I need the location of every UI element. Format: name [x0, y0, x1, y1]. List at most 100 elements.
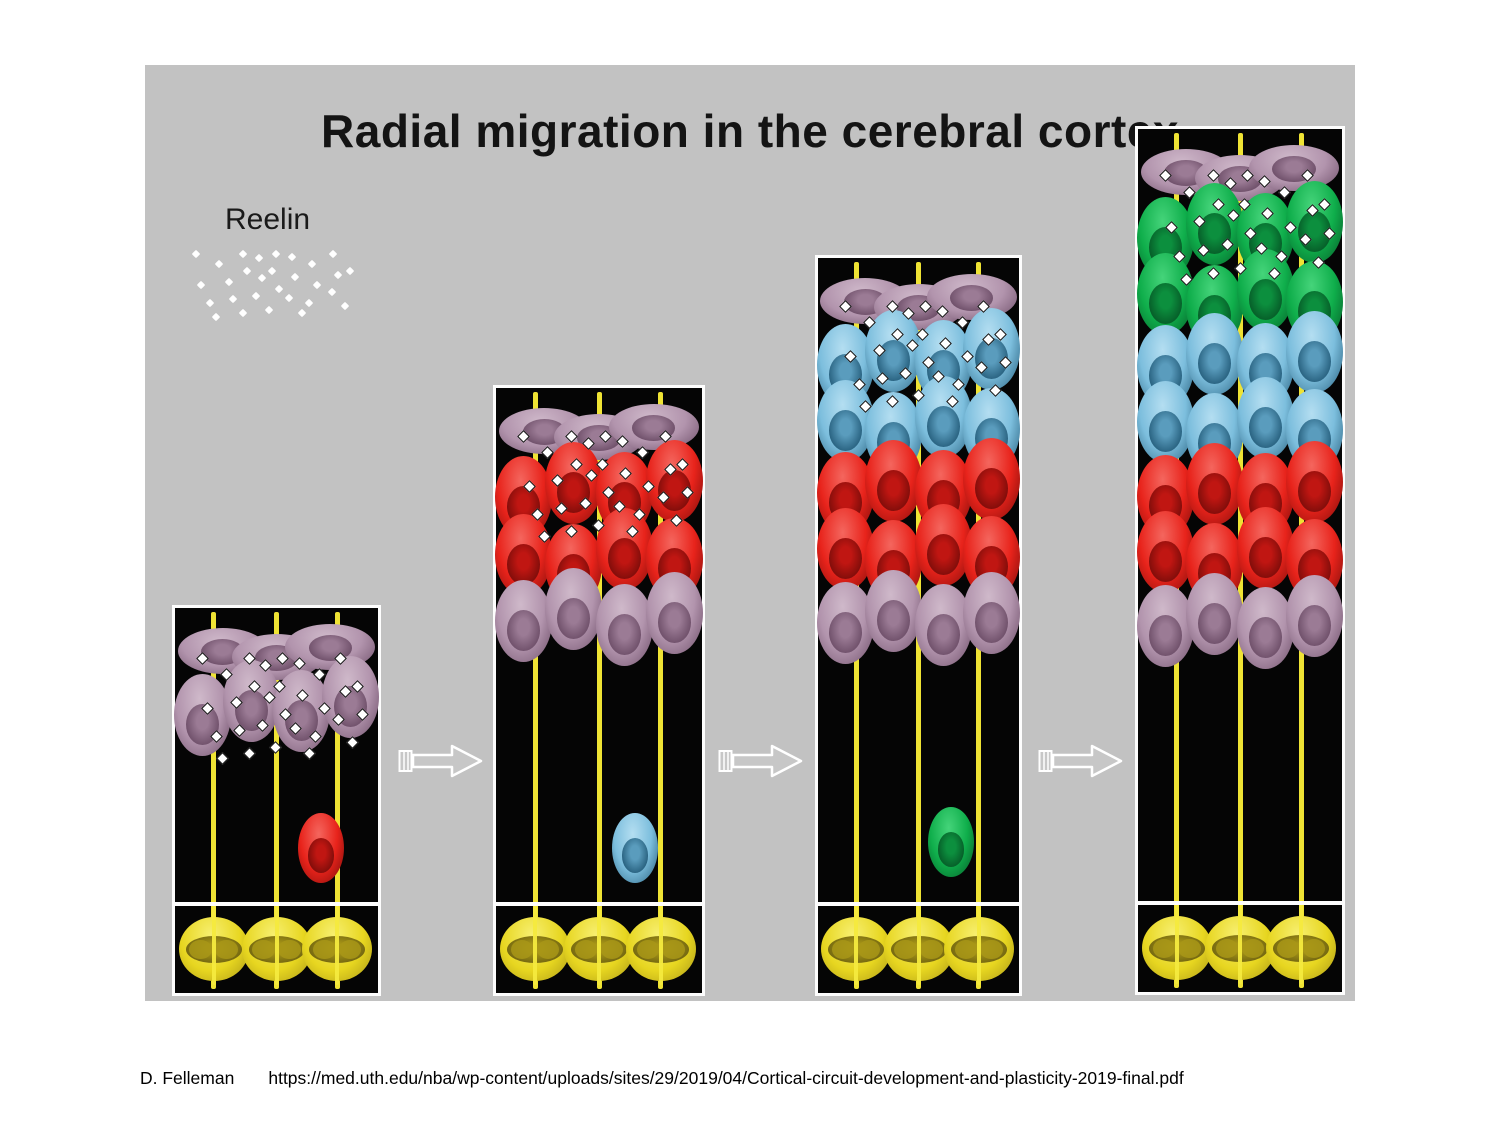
reelin-dot: [251, 291, 260, 300]
author-credit: D. Felleman: [140, 1068, 235, 1088]
reelin-dot: [345, 266, 354, 276]
nucleus-lobe: [832, 939, 855, 960]
reelin-dot: [258, 273, 267, 283]
radial-glial-fiber-segment: [1238, 905, 1242, 984]
reelin-dot: [271, 249, 280, 258]
arrow-right-icon: [1038, 741, 1124, 781]
cell-nucleus: [1149, 540, 1183, 582]
cell-nucleus: [621, 838, 649, 874]
reelin-dot: [307, 259, 317, 269]
green-neuron-cell: [1237, 249, 1294, 331]
purple-neuron-cell: [915, 584, 973, 666]
cell-nucleus: [937, 832, 965, 868]
reelin-dot: [238, 308, 247, 318]
purple-neuron-cell: [645, 572, 703, 654]
caption: D. Felleman https://med.uth.edu/nba/wp-c…: [140, 1068, 1184, 1089]
reelin-diamond: [216, 752, 230, 766]
nucleus-lobe: [189, 939, 212, 960]
nucleus-lobe: [1277, 938, 1300, 959]
reelin-dot: [228, 294, 237, 304]
green-neuron-cell: [1285, 181, 1343, 263]
slide-title: Radial migration in the cerebral cortex: [321, 104, 1179, 157]
reelin-dot: [205, 298, 214, 307]
migrating-blue-neuron: [612, 813, 658, 883]
nucleus-lobe: [920, 939, 943, 960]
cell-nucleus: [608, 613, 642, 655]
cell-nucleus: [975, 601, 1009, 643]
reelin-dot: [254, 254, 264, 263]
reelin-dot: [264, 305, 274, 314]
radial-glial-fiber: [532, 392, 538, 989]
ventricular-zone-divider: [818, 902, 1019, 906]
red-neuron-cell: [1285, 441, 1343, 523]
red-neuron-cell: [816, 508, 874, 590]
radial-glial-fiber: [211, 612, 217, 989]
reelin-dot: [215, 259, 224, 269]
reelin-dot: [284, 293, 293, 302]
source-url: https://med.uth.edu/nba/wp-content/uploa…: [268, 1068, 1184, 1088]
cell-nucleus: [1149, 282, 1183, 324]
reelin-dot: [243, 266, 252, 276]
migrating-green-neuron: [928, 807, 974, 877]
radial-glial-fiber: [658, 392, 664, 989]
radial-glial-fiber-segment: [658, 906, 663, 985]
green-neuron-cell: [1186, 183, 1243, 265]
nucleus-lobe: [511, 939, 534, 960]
cell-nucleus: [876, 599, 910, 641]
purple-neuron-cell: [173, 674, 231, 756]
nucleus-lobe: [894, 939, 917, 960]
reelin-diamond: [242, 746, 256, 760]
cell-nucleus: [1297, 340, 1331, 382]
nucleus-lobe: [1215, 938, 1239, 959]
radial-glial-fiber-segment: [1299, 905, 1304, 984]
green-neuron-cell: [1137, 253, 1195, 335]
ventricular-zone-divider: [496, 902, 702, 906]
blue-neuron-cell: [1137, 381, 1195, 463]
reelin-dot: [238, 249, 247, 258]
red-neuron-cell: [596, 508, 654, 590]
nucleus-lobe: [278, 939, 301, 960]
reelin-dot: [329, 249, 338, 258]
cell-nucleus: [1248, 278, 1283, 320]
cell-nucleus: [1297, 604, 1331, 646]
purple-neuron-cell: [963, 572, 1021, 654]
reelin-dot: [304, 298, 313, 307]
reelin-dot: [333, 270, 343, 279]
blue-neuron-cell: [1186, 313, 1243, 395]
cell-nucleus: [927, 613, 961, 655]
radial-glial-fiber-segment: [916, 906, 921, 985]
cell-nucleus: [1149, 614, 1183, 656]
reelin-dot: [211, 312, 221, 321]
arrow-right-icon: [718, 741, 804, 781]
cell-nucleus: [657, 601, 691, 643]
nucleus-lobe: [662, 939, 685, 960]
reelin-dot: [327, 287, 336, 297]
red-neuron-cell: [645, 440, 703, 522]
nucleus-lobe: [1178, 938, 1201, 959]
nucleus-lobe: [252, 939, 275, 960]
blue-neuron-cell: [816, 380, 874, 462]
nucleus-lobe: [574, 939, 598, 960]
reelin-dot: [312, 280, 321, 290]
radial-glial-fiber-segment: [211, 906, 216, 985]
radial-glial-fiber-segment: [597, 906, 601, 985]
reelin-dot: [287, 252, 297, 262]
nucleus-lobe: [215, 939, 238, 960]
cell-nucleus: [1248, 616, 1283, 658]
radial-glial-fiber-segment: [854, 906, 859, 985]
red-neuron-cell: [915, 504, 973, 586]
cell-nucleus: [507, 609, 541, 651]
reelin-dot: [197, 280, 206, 290]
ventricular-zone-divider: [175, 902, 378, 906]
reelin-dot: [267, 266, 277, 276]
radial-glial-fiber-segment: [274, 906, 279, 985]
cell-nucleus: [1248, 536, 1283, 578]
reelin-dot: [225, 277, 234, 286]
reelin-dot: [340, 301, 350, 311]
stage-panel-2: [493, 385, 705, 996]
dividing-nucleus: [950, 936, 1007, 964]
red-neuron-cell: [864, 440, 922, 522]
nucleus-lobe: [980, 939, 1003, 960]
reelin-dot: [274, 284, 284, 293]
